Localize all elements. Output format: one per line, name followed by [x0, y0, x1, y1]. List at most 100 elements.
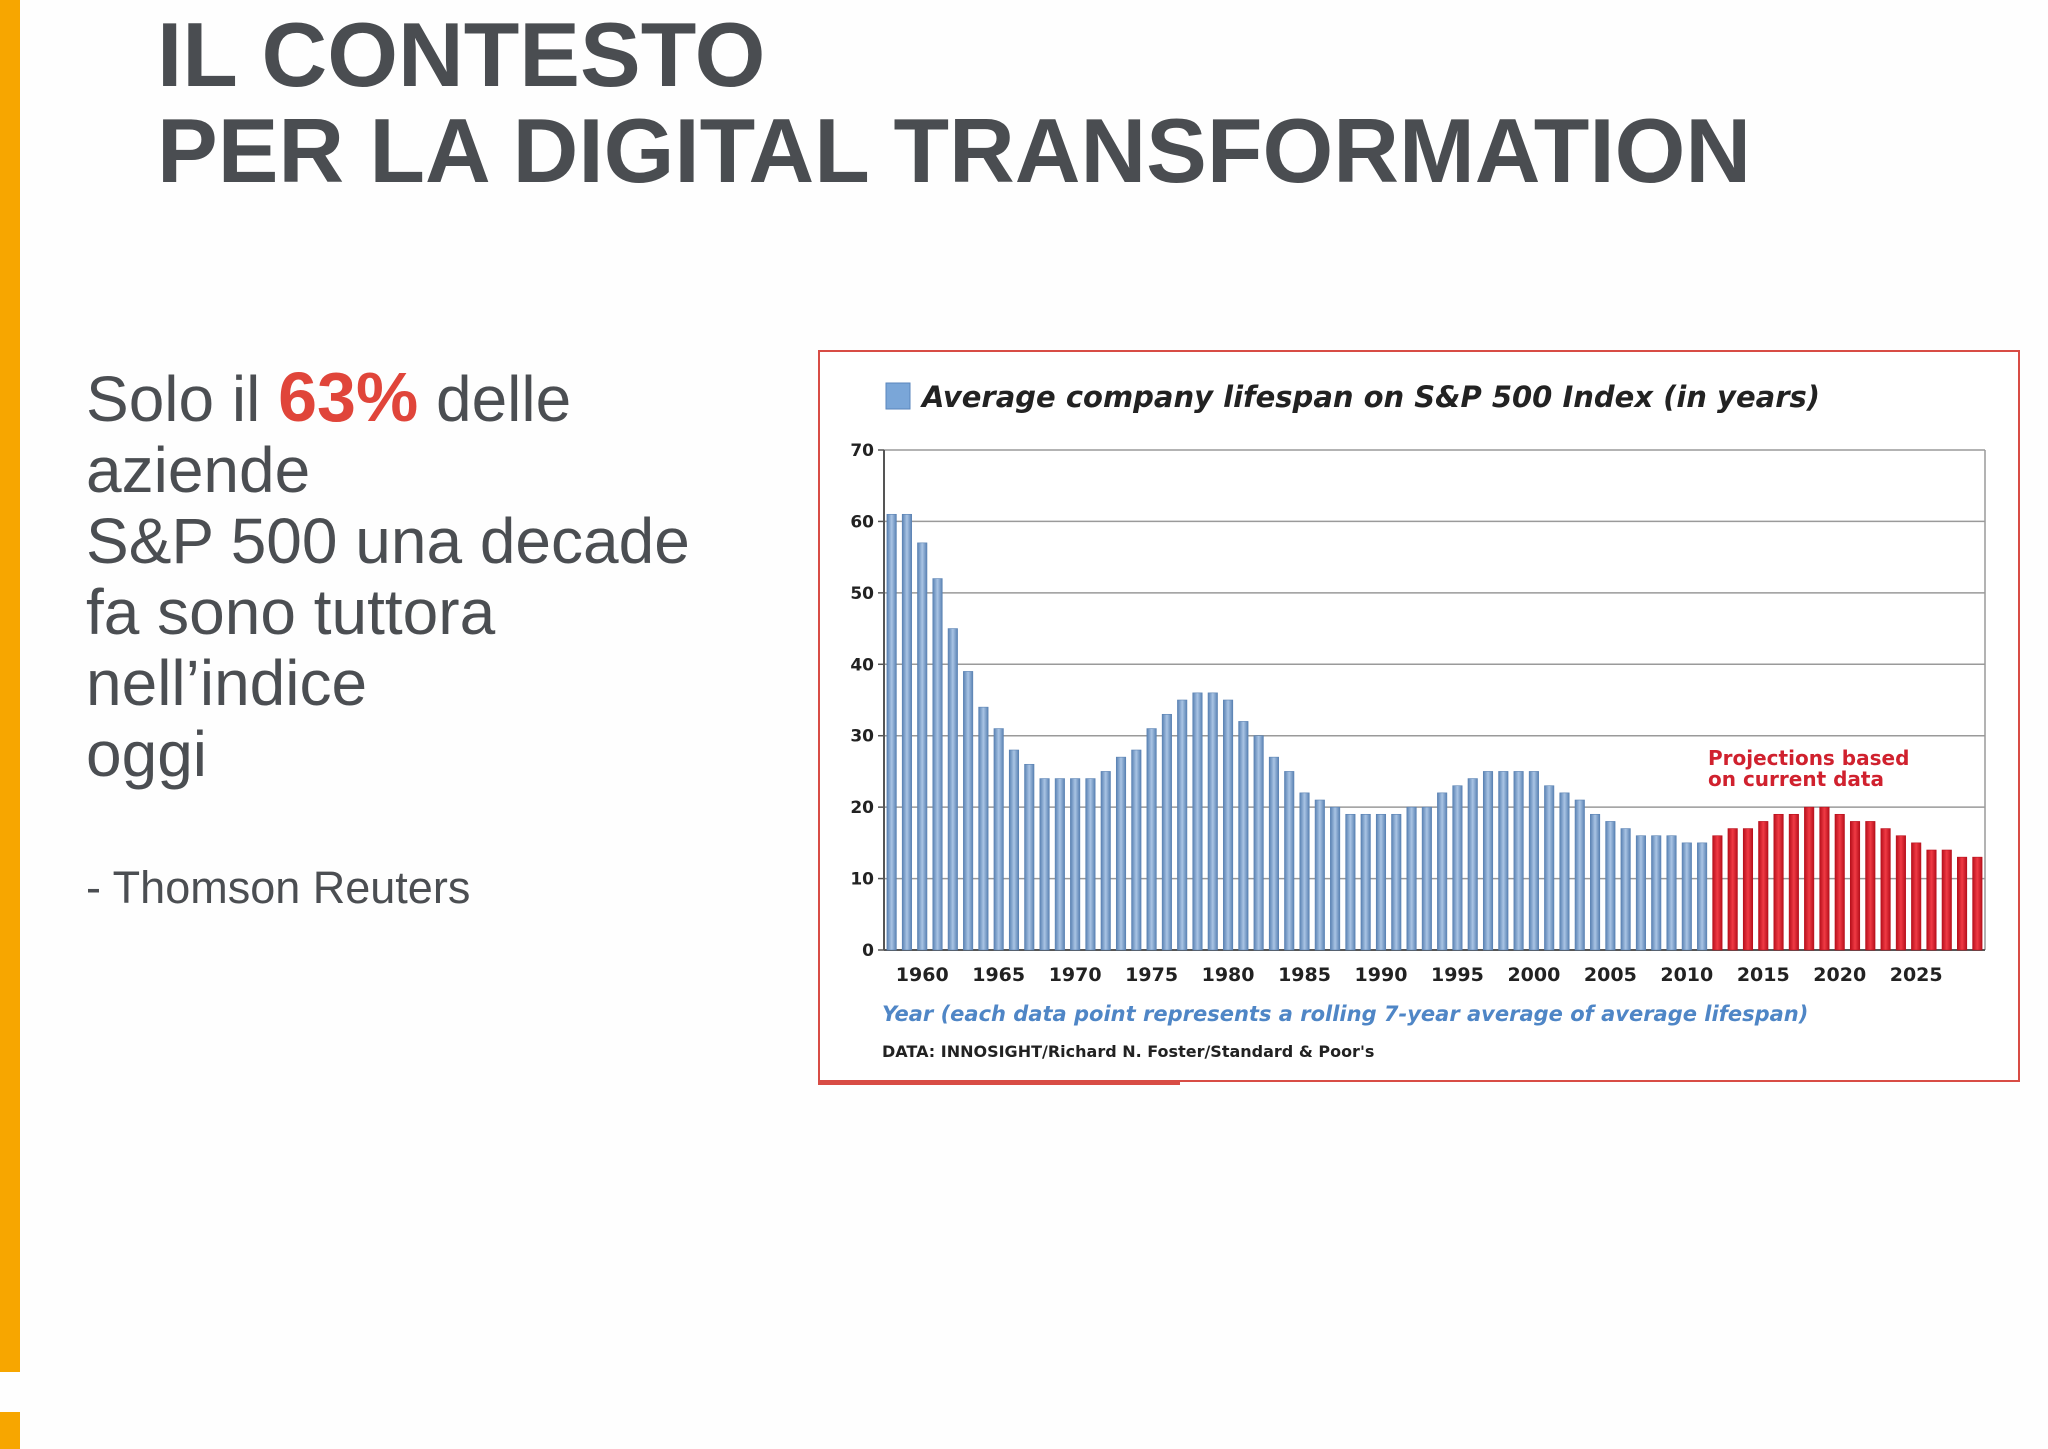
- bar-historical: [1620, 828, 1631, 951]
- accent-bar: [0, 0, 20, 1372]
- bar-historical: [1024, 763, 1035, 951]
- quote-suffix: delle: [435, 363, 572, 435]
- bar-historical: [1375, 813, 1387, 951]
- bar-projection: [1834, 813, 1845, 951]
- bar-projection: [1727, 828, 1738, 951]
- title-line-2: PER LA DIGITAL TRANSFORMATION: [157, 101, 1752, 202]
- bar-historical: [901, 513, 912, 951]
- y-tick-label: 60: [850, 512, 874, 532]
- bar-historical: [1345, 813, 1356, 951]
- bar-historical: [1085, 778, 1096, 951]
- bar-historical: [947, 628, 958, 951]
- quote-line-3: S&P 500 una decade: [86, 505, 690, 577]
- bar-projection: [1957, 856, 1968, 951]
- title-line-1: IL CONTESTO: [157, 5, 766, 106]
- quote-prefix: Solo il: [86, 363, 261, 435]
- x-tick-label: 1975: [1125, 964, 1178, 986]
- bar-historical: [1100, 771, 1111, 951]
- y-tick-label: 10: [850, 870, 874, 890]
- bar-historical: [1528, 771, 1539, 951]
- quote-line-6: oggi: [86, 718, 207, 790]
- bar-projection: [1758, 821, 1769, 951]
- chart-frame: Average company lifespan on S&P 500 Inde…: [818, 350, 2020, 1082]
- projection-annotation-line-1: Projections based: [1708, 746, 1909, 770]
- bar-historical: [1452, 785, 1463, 951]
- bar-historical: [932, 578, 943, 951]
- quote-line-1: Solo il 63% delle: [86, 362, 786, 435]
- bar-historical: [1115, 756, 1127, 951]
- y-tick-label: 50: [850, 584, 874, 604]
- x-tick-label: 2010: [1660, 964, 1713, 986]
- bar-historical: [1406, 806, 1417, 951]
- bar-projection: [1849, 821, 1861, 951]
- bar-historical: [1437, 792, 1448, 951]
- bar-historical: [1544, 785, 1555, 951]
- bar-projection: [1742, 828, 1754, 951]
- lifespan-bar-chart: Average company lifespan on S&P 500 Inde…: [850, 380, 1986, 1061]
- y-tick-label: 30: [850, 727, 874, 747]
- bar-historical: [1590, 813, 1601, 951]
- bar-projection: [1819, 806, 1830, 951]
- bar-historical: [1008, 749, 1020, 951]
- bar-historical: [1177, 699, 1188, 951]
- x-axis-label: Year (each data point represents a rolli…: [882, 1002, 1808, 1026]
- bar-historical: [1207, 692, 1218, 951]
- bar-historical: [1498, 771, 1509, 951]
- chart-title: Average company lifespan on S&P 500 Inde…: [920, 380, 1820, 414]
- bar-historical: [1559, 792, 1570, 951]
- bar-historical: [1268, 756, 1279, 951]
- bar-historical: [1330, 806, 1341, 951]
- bar-historical: [1360, 813, 1371, 951]
- bar-projection: [1712, 835, 1723, 951]
- bar-historical: [1697, 842, 1708, 951]
- bar-historical: [1651, 835, 1662, 951]
- bar-historical: [963, 671, 974, 951]
- accent-bar-bottom: [0, 1412, 20, 1449]
- x-tick-label: 1965: [972, 964, 1025, 986]
- bar-historical: [1039, 778, 1050, 951]
- bar-historical: [1482, 771, 1494, 951]
- bar-historical: [1467, 778, 1478, 951]
- data-source-note: DATA: INNOSIGHT/Richard N. Foster/Standa…: [882, 1042, 1374, 1061]
- legend-swatch: [885, 382, 911, 410]
- x-tick-label: 2005: [1584, 964, 1637, 986]
- quote-line-5: nell’indice: [86, 647, 368, 719]
- bar-projection: [1895, 835, 1906, 951]
- bar-historical: [1314, 799, 1325, 951]
- y-tick-label: 20: [850, 798, 874, 818]
- x-tick-label: 1995: [1431, 964, 1484, 986]
- bar-historical: [886, 513, 897, 951]
- bar-projection: [1804, 806, 1815, 951]
- bar-historical: [917, 542, 928, 951]
- bar-historical: [1146, 728, 1157, 951]
- bar-historical: [1681, 842, 1692, 951]
- bar-historical: [1299, 792, 1310, 951]
- bar-projection: [1926, 849, 1937, 951]
- x-tick-label: 1960: [896, 964, 949, 986]
- quote-line-4: fa sono tuttora: [86, 576, 496, 648]
- quote-line-2: aziende: [86, 434, 311, 506]
- x-tick-label: 1980: [1202, 964, 1255, 986]
- x-tick-label: 2025: [1890, 964, 1943, 986]
- x-tick-label: 2000: [1507, 964, 1560, 986]
- bar-historical: [978, 706, 989, 951]
- quote-source: - Thomson Reuters: [86, 862, 471, 913]
- bar-historical: [1284, 771, 1295, 951]
- bar-historical: [1666, 835, 1677, 951]
- bar-historical: [1513, 771, 1524, 951]
- bar-historical: [1238, 721, 1249, 951]
- bar-historical: [1253, 735, 1264, 951]
- bar-projection: [1773, 813, 1784, 951]
- projection-annotation-line-2: on current data: [1708, 767, 1884, 791]
- highlight-percent: 63%: [278, 358, 419, 436]
- chart-underline: [818, 1082, 1180, 1085]
- bar-historical: [1192, 692, 1203, 951]
- x-tick-label: 1985: [1278, 964, 1331, 986]
- bar-historical: [1574, 799, 1585, 951]
- bar-projection: [1911, 842, 1922, 951]
- x-tick-label: 1970: [1049, 964, 1102, 986]
- bar-historical: [1054, 778, 1065, 951]
- bar-historical: [1421, 806, 1432, 951]
- bar-historical: [1131, 749, 1142, 951]
- bar-historical: [1605, 821, 1616, 951]
